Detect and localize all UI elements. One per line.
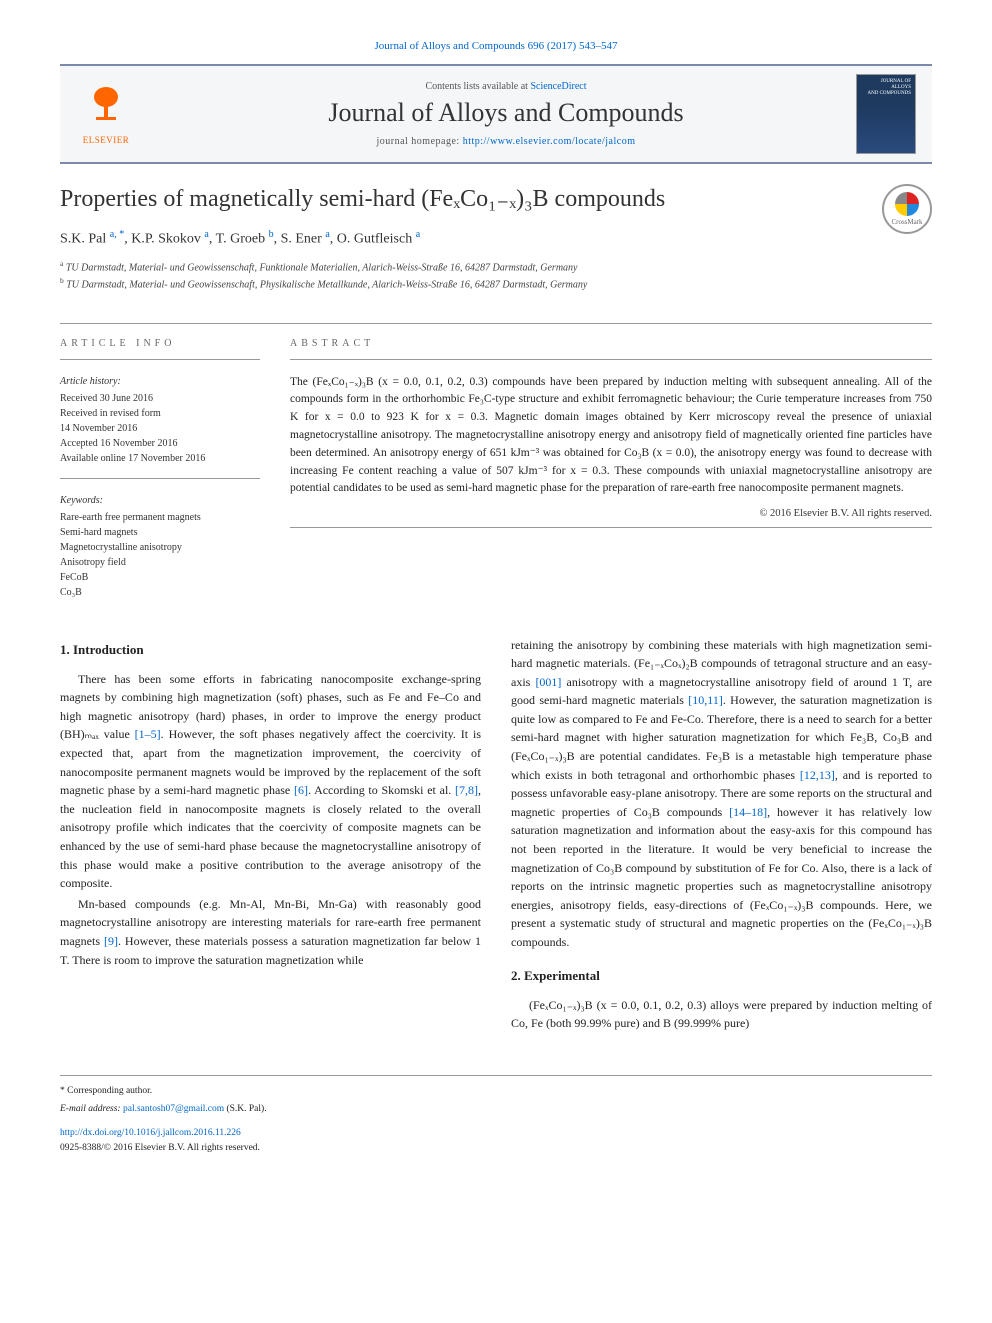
keyword: Anisotropy field	[60, 555, 260, 570]
keyword: Semi-hard magnets	[60, 525, 260, 540]
body-paragraph: retaining the anisotropy by combining th…	[511, 636, 932, 952]
divider	[290, 527, 932, 528]
affiliation-a: TU Darmstadt, Material- und Geowissensch…	[66, 262, 578, 273]
affiliations: a TU Darmstadt, Material- und Geowissens…	[60, 258, 862, 293]
crossmark-badge[interactable]: CrossMark	[882, 184, 932, 234]
keywords-label: Keywords:	[60, 493, 260, 508]
elsevier-label: ELSEVIER	[83, 135, 130, 145]
doi-link[interactable]: http://dx.doi.org/10.1016/j.jallcom.2016…	[60, 1128, 241, 1138]
email-name: (S.K. Pal).	[226, 1104, 266, 1114]
elsevier-tree-icon	[86, 83, 126, 135]
elsevier-logo: ELSEVIER	[76, 79, 136, 149]
homepage-prefix: journal homepage:	[376, 136, 462, 147]
divider	[60, 478, 260, 479]
cover-line: AND COMPOUNDS	[861, 91, 911, 97]
body-paragraph: (FeₓCo₁₋ₓ)₃B (x = 0.0, 0.1, 0.2, 0.3) al…	[511, 996, 932, 1033]
history-line: Received 30 June 2016	[60, 391, 260, 406]
crossmark-icon	[895, 192, 919, 216]
journal-cover-thumbnail: JOURNAL OF ALLOYS AND COMPOUNDS	[856, 74, 916, 154]
corresponding-email-line: E-mail address: pal.santosh07@gmail.com …	[60, 1102, 932, 1116]
keyword: Co₃B	[60, 585, 260, 600]
keyword: Rare-earth free permanent magnets	[60, 510, 260, 525]
journal-homepage-line: journal homepage: http://www.elsevier.co…	[156, 136, 856, 147]
journal-citation: Journal of Alloys and Compounds 696 (201…	[60, 40, 932, 52]
journal-name: Journal of Alloys and Compounds	[156, 98, 856, 128]
crossmark-label: CrossMark	[891, 218, 922, 226]
abstract-copyright: © 2016 Elsevier B.V. All rights reserved…	[290, 508, 932, 519]
affiliation-b: TU Darmstadt, Material- und Geowissensch…	[66, 280, 587, 291]
article-info-heading: ARTICLE INFO	[60, 338, 260, 349]
email-label: E-mail address:	[60, 1104, 121, 1114]
abstract-text: The (FeₓCo₁₋ₓ)₃B (x = 0.0, 0.1, 0.2, 0.3…	[290, 374, 932, 499]
divider	[290, 359, 932, 360]
section-heading-intro: 1. Introduction	[60, 640, 481, 660]
authors-list: S.K. Pal a, *, K.P. Skokov a, T. Groeb b…	[60, 229, 862, 248]
article-history-label: Article history:	[60, 374, 260, 389]
body-paragraph: Mn-based compounds (e.g. Mn-Al, Mn-Bi, M…	[60, 895, 481, 969]
corresponding-author: * Corresponding author.	[60, 1084, 932, 1098]
article-info-column: ARTICLE INFO Article history: Received 3…	[60, 338, 260, 612]
abstract-heading: ABSTRACT	[290, 338, 932, 349]
corresponding-email-link[interactable]: pal.santosh07@gmail.com	[123, 1104, 224, 1114]
body-left-column: 1. Introduction There has been some effo…	[60, 636, 481, 1035]
body-two-column: 1. Introduction There has been some effo…	[60, 636, 932, 1035]
contents-prefix: Contents lists available at	[425, 81, 530, 92]
keyword: Magnetocrystalline anisotropy	[60, 540, 260, 555]
page-footer: * Corresponding author. E-mail address: …	[60, 1075, 932, 1155]
journal-homepage-link[interactable]: http://www.elsevier.com/locate/jalcom	[463, 136, 636, 147]
divider	[60, 323, 932, 324]
keyword: FeCoB	[60, 570, 260, 585]
issn-copyright: 0925-8388/© 2016 Elsevier B.V. All right…	[60, 1141, 932, 1155]
article-title: Properties of magnetically semi-hard (Fe…	[60, 184, 862, 215]
body-paragraph: There has been some efforts in fabricati…	[60, 670, 481, 893]
history-line: Received in revised form	[60, 406, 260, 421]
history-line: Available online 17 November 2016	[60, 451, 260, 466]
contents-lists-line: Contents lists available at ScienceDirec…	[156, 81, 856, 92]
history-line: 14 November 2016	[60, 421, 260, 436]
divider	[60, 359, 260, 360]
history-line: Accepted 16 November 2016	[60, 436, 260, 451]
abstract-column: ABSTRACT The (FeₓCo₁₋ₓ)₃B (x = 0.0, 0.1,…	[290, 338, 932, 612]
section-heading-experimental: 2. Experimental	[511, 966, 932, 986]
body-right-column: retaining the anisotropy by combining th…	[511, 636, 932, 1035]
sciencedirect-link[interactable]: ScienceDirect	[530, 81, 586, 92]
journal-header: ELSEVIER Contents lists available at Sci…	[60, 64, 932, 164]
